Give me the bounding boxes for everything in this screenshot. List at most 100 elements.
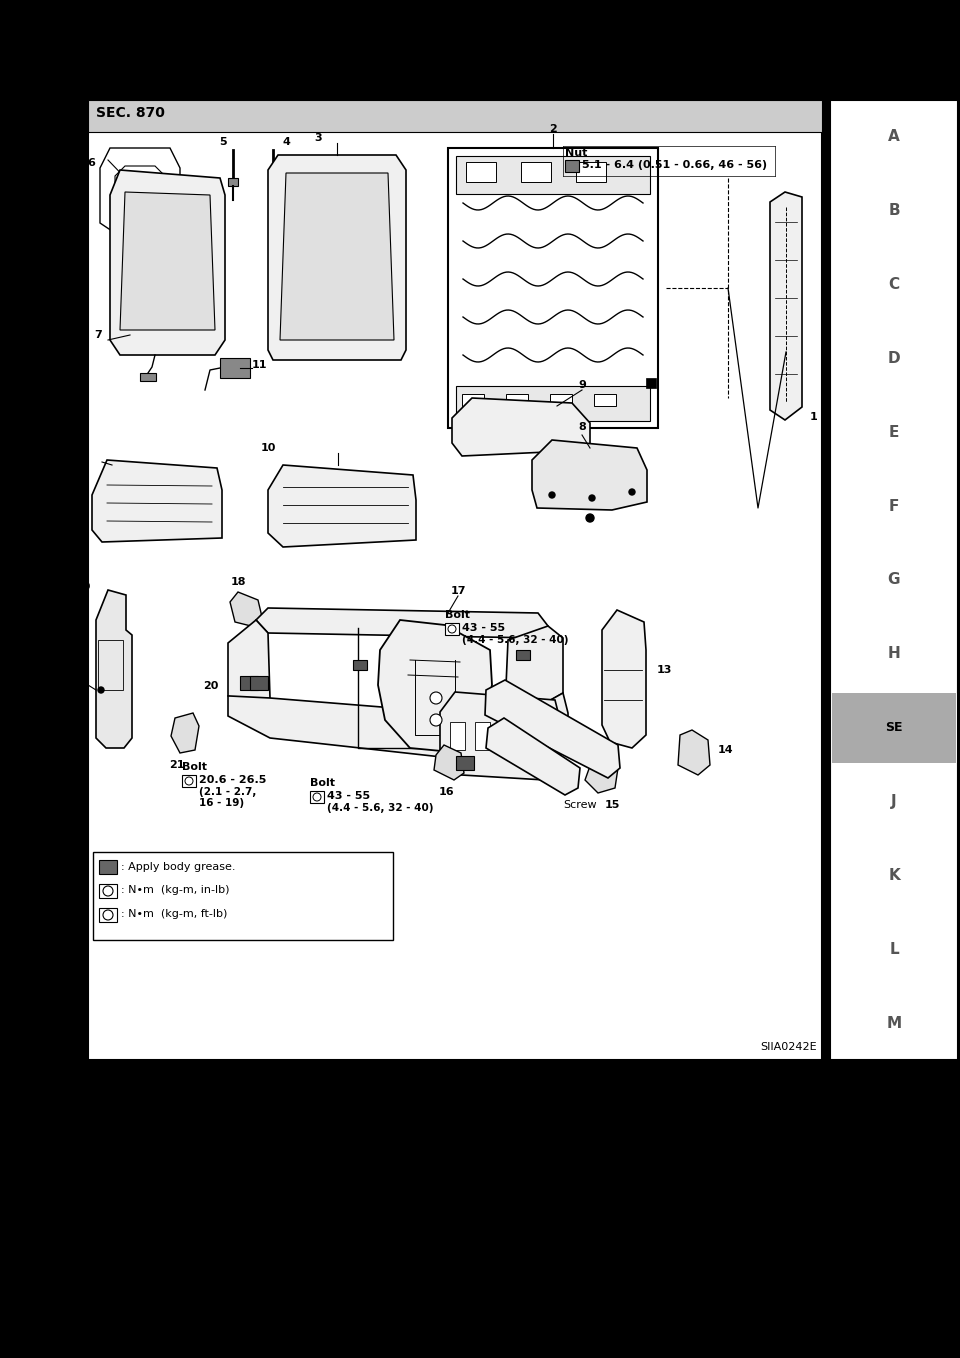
Polygon shape bbox=[585, 758, 618, 793]
Bar bbox=[353, 660, 367, 669]
Bar bbox=[456, 156, 650, 194]
Bar bbox=[646, 378, 656, 388]
Text: E: E bbox=[889, 425, 900, 440]
Text: 21: 21 bbox=[169, 760, 184, 770]
Text: G: G bbox=[888, 573, 900, 588]
Text: 16 - 19): 16 - 19) bbox=[199, 799, 244, 808]
Text: 9: 9 bbox=[578, 380, 586, 390]
Text: 20.6 - 26.5: 20.6 - 26.5 bbox=[199, 775, 266, 785]
Text: 5.1 - 6.4 (0.51 - 0.66, 46 - 56): 5.1 - 6.4 (0.51 - 0.66, 46 - 56) bbox=[582, 160, 767, 170]
Text: 4: 4 bbox=[282, 137, 290, 147]
Polygon shape bbox=[602, 610, 646, 748]
Polygon shape bbox=[506, 626, 563, 703]
Text: : N•m  (kg-m, ft-lb): : N•m (kg-m, ft-lb) bbox=[121, 909, 228, 919]
Polygon shape bbox=[378, 621, 492, 752]
Polygon shape bbox=[96, 589, 132, 748]
Text: 10: 10 bbox=[260, 443, 276, 454]
Bar bbox=[268, 178, 278, 186]
Text: Nut: Nut bbox=[565, 148, 588, 158]
Text: 13: 13 bbox=[657, 665, 672, 675]
Bar bbox=[99, 884, 117, 898]
Bar bbox=[99, 909, 117, 922]
Text: (4.4 - 5.6, 32 - 40): (4.4 - 5.6, 32 - 40) bbox=[462, 636, 568, 645]
Circle shape bbox=[629, 489, 635, 496]
Polygon shape bbox=[770, 191, 802, 420]
Bar bbox=[456, 756, 474, 770]
Bar bbox=[466, 162, 496, 182]
Polygon shape bbox=[256, 608, 548, 638]
Text: Screw: Screw bbox=[53, 680, 86, 690]
Polygon shape bbox=[171, 713, 199, 752]
Text: SE: SE bbox=[885, 721, 902, 735]
Bar bbox=[450, 722, 465, 750]
Text: B: B bbox=[888, 204, 900, 219]
Text: 18: 18 bbox=[230, 577, 246, 587]
Bar bbox=[500, 722, 515, 750]
Text: SIIA0242E: SIIA0242E bbox=[760, 1042, 817, 1052]
Bar bbox=[448, 148, 658, 428]
Polygon shape bbox=[228, 693, 568, 766]
Text: L: L bbox=[889, 941, 899, 957]
Text: Bolt: Bolt bbox=[182, 762, 207, 771]
Bar bbox=[93, 851, 393, 940]
Bar bbox=[182, 775, 196, 788]
Polygon shape bbox=[120, 191, 215, 330]
Bar bbox=[310, 790, 324, 803]
Text: C: C bbox=[888, 277, 900, 292]
Bar bbox=[830, 100, 958, 1061]
Bar bbox=[228, 178, 238, 186]
Bar bbox=[475, 722, 490, 750]
Text: : N•m  (kg-m, in-lb): : N•m (kg-m, in-lb) bbox=[121, 885, 229, 895]
Text: 14: 14 bbox=[718, 746, 733, 755]
Polygon shape bbox=[678, 731, 710, 775]
Text: 15: 15 bbox=[604, 800, 620, 809]
Text: F: F bbox=[889, 498, 900, 513]
Bar bbox=[506, 394, 528, 406]
Polygon shape bbox=[268, 464, 416, 547]
Circle shape bbox=[549, 492, 555, 498]
Text: Bolt: Bolt bbox=[310, 778, 335, 788]
Polygon shape bbox=[110, 170, 225, 354]
Bar bbox=[462, 394, 484, 406]
Text: Bolt: Bolt bbox=[445, 610, 470, 621]
Bar bbox=[565, 160, 579, 172]
Text: 8: 8 bbox=[578, 422, 586, 432]
Text: 19: 19 bbox=[76, 583, 91, 592]
Text: SEC. 870: SEC. 870 bbox=[96, 106, 165, 120]
Text: K: K bbox=[888, 868, 900, 883]
Bar bbox=[99, 860, 117, 875]
Text: 5: 5 bbox=[219, 137, 227, 147]
Text: 43 - 55: 43 - 55 bbox=[327, 790, 371, 801]
Bar bbox=[88, 100, 822, 132]
Text: M: M bbox=[886, 1016, 901, 1031]
Text: : Apply body grease.: : Apply body grease. bbox=[121, 862, 235, 872]
Bar bbox=[98, 640, 123, 690]
Bar bbox=[550, 394, 572, 406]
Text: (2.1 - 2.7,: (2.1 - 2.7, bbox=[199, 788, 256, 797]
Circle shape bbox=[586, 513, 594, 521]
Bar bbox=[445, 623, 459, 636]
Polygon shape bbox=[228, 621, 270, 708]
Polygon shape bbox=[280, 172, 394, 340]
Bar bbox=[516, 722, 530, 733]
Circle shape bbox=[589, 496, 595, 501]
Text: 12: 12 bbox=[71, 458, 87, 467]
Bar bbox=[140, 373, 156, 382]
Text: 16: 16 bbox=[438, 788, 454, 797]
Bar bbox=[88, 100, 822, 1061]
Text: J: J bbox=[891, 794, 897, 809]
Bar bbox=[250, 676, 268, 690]
Text: 3: 3 bbox=[314, 133, 322, 143]
Bar bbox=[521, 162, 551, 182]
Bar bbox=[832, 693, 956, 763]
Polygon shape bbox=[486, 718, 580, 794]
Bar bbox=[594, 394, 616, 406]
Text: 2: 2 bbox=[549, 124, 557, 134]
Bar bbox=[516, 650, 530, 660]
Bar bbox=[576, 162, 606, 182]
Text: 6: 6 bbox=[87, 158, 95, 168]
Text: 17: 17 bbox=[450, 587, 466, 596]
Text: H: H bbox=[888, 646, 900, 661]
Bar bbox=[456, 386, 650, 421]
Polygon shape bbox=[230, 592, 262, 627]
